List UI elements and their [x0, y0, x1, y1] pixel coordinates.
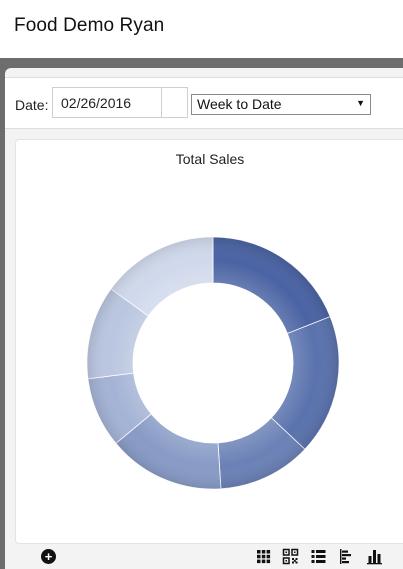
date-label: Date:: [15, 97, 49, 113]
chart-title: Total Sales: [175, 151, 245, 167]
date-input[interactable]: [52, 87, 162, 118]
date-picker-button[interactable]: [162, 87, 188, 118]
list-icon[interactable]: [310, 548, 327, 565]
grid-icon[interactable]: [255, 548, 272, 565]
view-toolbar: [0, 548, 403, 566]
horizontal-bar-icon[interactable]: [338, 548, 355, 565]
range-select[interactable]: Week to Date ▼: [191, 94, 371, 115]
qr-icon[interactable]: [282, 548, 299, 565]
range-select-value: Week to Date: [197, 96, 282, 112]
plus-circle-icon[interactable]: +: [41, 549, 56, 564]
chart-card: Total Sales: [15, 139, 403, 544]
bar-chart-icon[interactable]: [366, 548, 383, 565]
donut-slice[interactable]: [212, 236, 331, 335]
page-title: Food Demo Ryan: [14, 15, 165, 36]
donut-chart: [86, 236, 340, 490]
filter-bar: Date: Week to Date ▼: [5, 77, 403, 129]
app-header: Food Demo Ryan: [0, 0, 403, 58]
chevron-down-icon: ▼: [356, 98, 365, 108]
